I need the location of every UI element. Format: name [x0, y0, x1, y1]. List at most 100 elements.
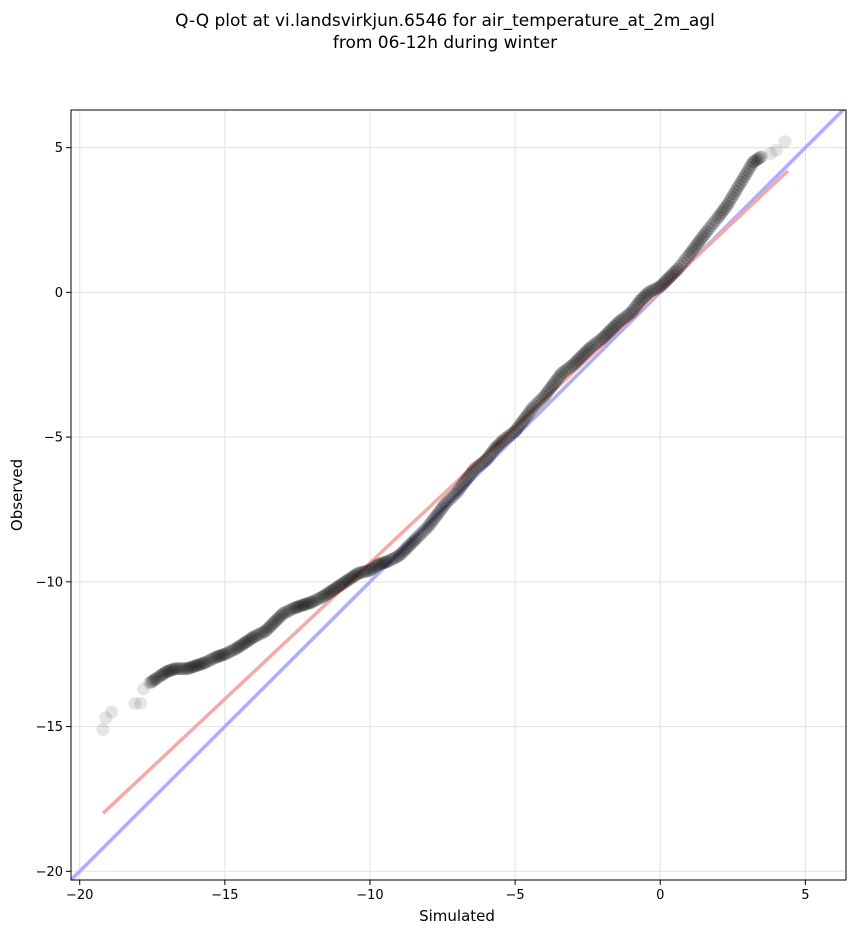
data-point	[267, 615, 281, 629]
data-point	[620, 309, 634, 323]
data-point	[673, 259, 687, 273]
data-point	[522, 406, 536, 420]
data-point	[615, 313, 629, 327]
x-tick-label: 5	[801, 888, 809, 903]
data-point	[162, 664, 176, 678]
data-point	[664, 269, 678, 283]
data-point	[564, 359, 578, 373]
data-point	[597, 330, 611, 344]
data-point	[231, 640, 245, 654]
data-point	[373, 557, 387, 571]
data-point	[271, 612, 285, 626]
data-point	[483, 449, 497, 463]
data-point	[149, 672, 163, 686]
data-point	[105, 705, 119, 719]
data-point	[134, 696, 148, 710]
data-point	[764, 146, 778, 160]
data-point	[702, 222, 716, 236]
data-point	[363, 563, 377, 577]
data-point	[727, 187, 741, 201]
data-point	[515, 415, 529, 429]
data-point	[209, 650, 223, 664]
data-point	[264, 619, 278, 633]
data-point	[404, 537, 418, 551]
data-point	[281, 604, 295, 618]
data-point	[204, 652, 218, 666]
data-point	[327, 582, 341, 596]
data-point	[431, 506, 445, 520]
data-point	[472, 458, 486, 472]
data-point	[526, 401, 540, 415]
data-point	[700, 225, 714, 239]
data-point	[519, 410, 533, 424]
data-point	[377, 556, 391, 570]
data-point	[298, 597, 312, 611]
data-point	[642, 285, 656, 299]
data-point	[562, 361, 576, 375]
data-point	[343, 572, 357, 586]
data-point	[366, 561, 380, 575]
x-tick-label: −15	[211, 888, 238, 903]
data-point	[227, 643, 241, 657]
data-point	[512, 420, 526, 434]
data-point	[746, 155, 760, 169]
data-point	[178, 662, 192, 676]
data-point	[751, 152, 765, 166]
y-tick-label: 5	[55, 141, 63, 156]
data-point	[544, 380, 558, 394]
data-point	[433, 504, 447, 518]
data-point	[301, 596, 315, 610]
data-point	[769, 144, 783, 158]
data-point	[305, 595, 319, 609]
data-point	[438, 497, 452, 511]
data-point	[240, 634, 254, 648]
data-point	[737, 170, 751, 184]
data-point	[640, 287, 654, 301]
data-points	[96, 135, 792, 736]
data-point	[628, 301, 642, 315]
data-point	[294, 599, 308, 613]
data-point	[549, 373, 563, 387]
data-point	[739, 167, 753, 181]
data-point	[399, 542, 413, 556]
y-axis-ticks: −20 −15 −10 −5 0 5	[36, 141, 71, 880]
y-tick-label: −15	[36, 720, 63, 735]
data-point	[646, 283, 660, 297]
data-point	[185, 660, 199, 674]
data-point	[743, 161, 757, 175]
data-point	[262, 621, 276, 635]
data-point	[329, 581, 343, 595]
data-point	[729, 184, 743, 198]
data-point	[198, 656, 212, 670]
data-point	[274, 608, 288, 622]
data-point	[541, 385, 555, 399]
data-point	[392, 549, 406, 563]
data-point	[200, 655, 214, 669]
data-point	[194, 657, 208, 671]
data-point	[310, 593, 324, 607]
data-point	[459, 474, 473, 488]
data-point	[555, 366, 569, 380]
data-point	[595, 332, 609, 346]
data-point	[609, 318, 623, 332]
data-point	[750, 153, 764, 167]
data-point	[323, 585, 337, 599]
data-point	[408, 533, 422, 547]
data-point	[711, 210, 725, 224]
data-point	[235, 638, 249, 652]
data-point	[258, 624, 272, 638]
data-point	[457, 476, 471, 490]
x-axis-label: Simulated	[419, 907, 495, 925]
data-point	[517, 413, 531, 427]
data-point	[528, 399, 542, 413]
y-tick-label: −10	[36, 575, 63, 590]
y-tick-label: −5	[44, 431, 63, 446]
data-point	[675, 256, 689, 270]
data-point	[474, 457, 488, 471]
data-point	[99, 711, 113, 725]
data-point	[189, 659, 203, 673]
data-point	[488, 442, 502, 456]
data-point	[617, 311, 631, 325]
data-point	[696, 229, 710, 243]
data-point	[187, 659, 201, 673]
